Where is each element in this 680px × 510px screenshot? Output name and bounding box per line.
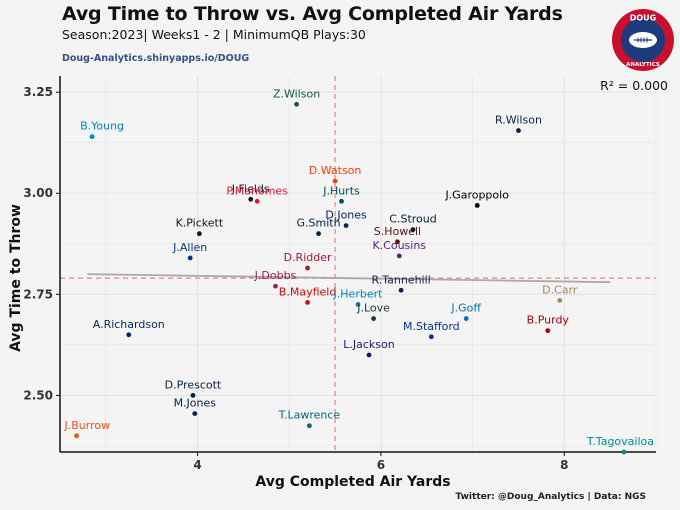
y-tick-label: 3.25 [23, 85, 53, 99]
point-label: J.Fields [231, 182, 270, 195]
point-label: R.Wilson [495, 114, 542, 127]
point-label: J.Allen [172, 241, 207, 254]
point-label: J.Herbert [333, 287, 384, 300]
point-label: R.Tannehill [371, 273, 430, 286]
y-tick-label: 2.75 [23, 287, 53, 301]
point-label: J.Burrow [64, 419, 111, 432]
point-label: D.Carr [542, 283, 578, 296]
point-label: J.Garoppolo [444, 188, 509, 201]
point-label: D.Jones [325, 209, 367, 222]
point-label: K.Pickett [176, 217, 224, 230]
data-point [463, 316, 469, 321]
point-label: B.Mayfield [279, 285, 337, 298]
data-point [316, 231, 321, 237]
data-point [332, 178, 338, 184]
point-labels: Z.Wilson B.Young R.Wilson D.Watson J.FieldsP… [64, 87, 654, 448]
data-point [254, 198, 260, 204]
data-point [516, 128, 521, 133]
chart-subtitle: Season:2023| Weeks1 - 2 | MinimumQB Play… [62, 27, 366, 42]
y-tick-label: 2.50 [23, 388, 53, 402]
point-label: K.Cousins [372, 239, 426, 252]
data-point [371, 316, 376, 321]
grid-lines [60, 76, 657, 452]
data-point [273, 283, 278, 289]
data-point [396, 253, 402, 259]
x-tick-label: 6 [377, 458, 385, 472]
y-axis-label: Avg Time to Throw [8, 204, 24, 352]
data-point [545, 328, 551, 334]
point-label: B.Young [80, 120, 124, 133]
data-point [187, 255, 193, 261]
point-label: J.Goff [450, 302, 481, 315]
data-point [305, 265, 310, 271]
y-tick-label: 3.00 [23, 186, 53, 200]
data-point [192, 411, 198, 416]
point-label: J.Dobbs [254, 269, 297, 282]
data-point [196, 231, 202, 237]
data-point [474, 202, 480, 208]
data-point [89, 134, 95, 140]
source-link[interactable]: Doug-Analytics.shinyapps.io/DOUG [62, 53, 250, 64]
point-label: S.Howell [374, 225, 421, 238]
data-point [126, 332, 132, 338]
data-point [557, 297, 563, 303]
data-point [339, 198, 344, 204]
point-label: P.Mahomes [226, 184, 288, 197]
logo-top-text: DOUG [630, 14, 657, 23]
r-squared-label: R² = 0.000 [600, 78, 668, 93]
point-label: A.Richardson [93, 318, 165, 331]
data-point [248, 196, 254, 202]
chart-title: Avg Time to Throw vs. Avg Completed Air … [62, 3, 563, 25]
point-label: J.Love [356, 302, 390, 315]
point-label: M.Jones [174, 397, 217, 410]
x-axis-label: Avg Completed Air Yards [255, 474, 450, 490]
point-label: D.Watson [309, 164, 362, 177]
data-point [410, 227, 416, 233]
reference-lines [60, 76, 656, 452]
x-tick-label: 4 [193, 458, 201, 472]
data-point [621, 449, 627, 455]
point-label: G.Smith [297, 217, 341, 230]
data-point [366, 352, 372, 358]
point-label: D.Ridder [284, 251, 332, 264]
data-point [190, 392, 196, 398]
data-point [305, 300, 310, 305]
doug-analytics-logo: DOUG ANALYTICS [612, 9, 674, 71]
point-label: D.Prescott [165, 378, 222, 391]
point-label: C.Stroud [389, 213, 436, 226]
trend-line [87, 273, 611, 284]
data-point [294, 101, 299, 107]
point-label: T.Lawrence [278, 409, 341, 422]
point-label: T.Tagovailoa [586, 435, 654, 448]
data-point [398, 287, 404, 293]
x-tick-label: 8 [560, 458, 568, 472]
data-point [395, 239, 400, 245]
data-point [355, 302, 361, 307]
point-label: M.Stafford [403, 320, 460, 333]
data-point [343, 223, 349, 228]
data-point [74, 433, 79, 439]
data-points [74, 101, 627, 455]
point-label: J.Hurts [322, 184, 360, 197]
point-label: L.Jackson [343, 338, 394, 351]
data-point [307, 423, 312, 429]
point-label: B.Purdy [527, 314, 570, 327]
chart-caption: Twitter: @Doug_Analytics | Data: NGS [455, 492, 646, 502]
data-point [428, 334, 434, 340]
logo-bottom-text: ANALYTICS [626, 62, 660, 68]
axes: 4 6 8 2.50 2.75 3.00 3.25 [23, 76, 656, 472]
point-label: Z.Wilson [273, 87, 320, 100]
